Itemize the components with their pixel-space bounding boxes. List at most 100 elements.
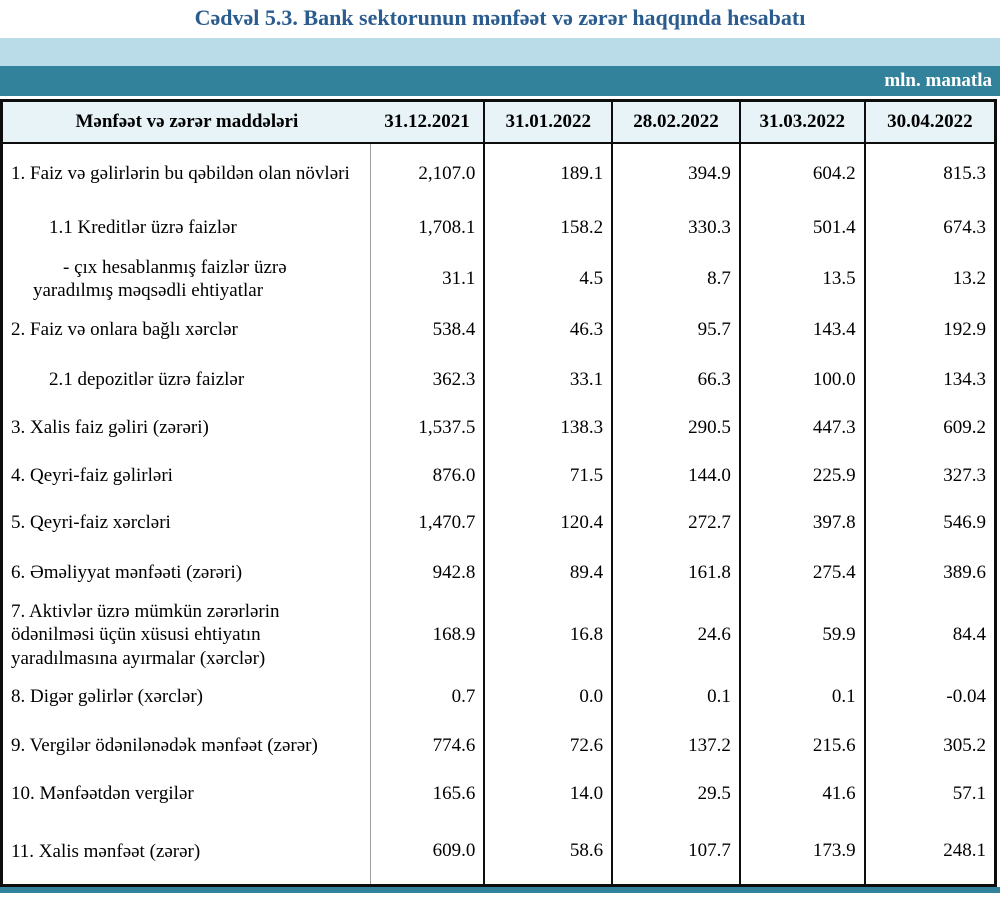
row-value-5: 13.2 — [863, 253, 996, 305]
row-value-2: 120.4 — [483, 499, 613, 546]
row-value-3: 66.3 — [611, 355, 740, 404]
row-value-1: 538.4 — [370, 305, 485, 355]
row-value-3: 161.8 — [611, 546, 740, 599]
row-value-2: 89.4 — [483, 546, 613, 599]
row-label: 2. Faiz və onlara bağlı xərclər — [1, 305, 372, 355]
table-row: 8. Digər gəlirlər (xərclər) 0.7 0.0 0.1 … — [1, 671, 996, 723]
row-value-2: 138.3 — [483, 404, 613, 452]
row-label: 5. Qeyri-faiz xərcləri — [1, 499, 372, 546]
row-value-4: 143.4 — [738, 305, 865, 355]
decor-band-light — [0, 38, 1000, 66]
row-value-1: 165.6 — [370, 769, 485, 819]
unit-label: mln. manatla — [884, 70, 992, 91]
row-value-2: 189.1 — [483, 143, 613, 203]
row-value-3: 0.1 — [611, 671, 740, 723]
row-value-4: 604.2 — [738, 143, 865, 203]
row-label: 4. Qeyri-faiz gəlirləri — [1, 452, 372, 499]
row-value-5: 248.1 — [863, 819, 996, 885]
row-value-2: 33.1 — [483, 355, 613, 404]
table-row: 1. Faiz və gəlirlərin bu qəbildən olan n… — [1, 143, 996, 203]
row-value-5: 389.6 — [863, 546, 996, 599]
row-value-3: 330.3 — [611, 203, 740, 253]
row-label: 2.1 depozitlər üzrə faizlər — [1, 355, 372, 404]
row-value-2: 46.3 — [483, 305, 613, 355]
table-body: 1. Faiz və gəlirlərin bu qəbildən olan n… — [1, 143, 996, 885]
row-value-2: 0.0 — [483, 671, 613, 723]
row-value-1: 609.0 — [370, 819, 485, 885]
row-value-3: 24.6 — [611, 599, 740, 671]
row-value-5: 84.4 — [863, 599, 996, 671]
row-label: 6. Əməliyyat mənfəəti (zərəri) — [1, 546, 372, 599]
column-header-items: Mənfəət və zərər maddələri — [1, 100, 371, 144]
row-value-1: 2,107.0 — [370, 143, 485, 203]
row-value-5: 327.3 — [863, 452, 996, 499]
row-value-1: 0.7 — [370, 671, 485, 723]
row-value-1: 1,708.1 — [370, 203, 485, 253]
row-value-4: 13.5 — [738, 253, 865, 305]
row-value-5: 134.3 — [863, 355, 996, 404]
page-title: Cədvəl 5.3. Bank sektorunun mənfəət və z… — [194, 5, 806, 30]
column-header-date-4: 31.03.2022 — [738, 100, 865, 144]
row-value-4: 100.0 — [738, 355, 865, 404]
row-label: 11. Xalis mənfəət (zərər) — [1, 819, 372, 885]
row-value-3: 144.0 — [611, 452, 740, 499]
column-header-date-2: 31.01.2022 — [483, 100, 613, 144]
row-value-5: 609.2 — [863, 404, 996, 452]
row-value-4: 59.9 — [738, 599, 865, 671]
row-value-5: 674.3 — [863, 203, 996, 253]
row-value-3: 29.5 — [611, 769, 740, 819]
row-label: 10. Mənfəətdən vergilər — [1, 769, 372, 819]
row-value-5: 57.1 — [863, 769, 996, 819]
row-value-4: 173.9 — [738, 819, 865, 885]
table-header: Mənfəət və zərər maddələri 31.12.2021 31… — [1, 100, 996, 144]
table-row: 4. Qeyri-faiz gəlirləri 876.0 71.5 144.0… — [1, 452, 996, 499]
row-value-3: 272.7 — [611, 499, 740, 546]
row-label: 8. Digər gəlirlər (xərclər) — [1, 671, 372, 723]
row-value-3: 137.2 — [611, 723, 740, 769]
table-row: 2. Faiz və onlara bağlı xərclər 538.4 46… — [1, 305, 996, 355]
table-row: 5. Qeyri-faiz xərcləri 1,470.7 120.4 272… — [1, 499, 996, 546]
row-value-4: 501.4 — [738, 203, 865, 253]
column-header-date-5: 30.04.2022 — [863, 100, 996, 144]
profit-loss-table: Mənfəət və zərər maddələri 31.12.2021 31… — [0, 99, 997, 887]
row-value-1: 362.3 — [370, 355, 485, 404]
table-row: 11. Xalis mənfəət (zərər) 609.0 58.6 107… — [1, 819, 996, 885]
row-value-3: 107.7 — [611, 819, 740, 885]
row-value-2: 4.5 — [483, 253, 613, 305]
row-value-5: 546.9 — [863, 499, 996, 546]
row-value-1: 31.1 — [370, 253, 485, 305]
row-label: 1. Faiz və gəlirlərin bu qəbildən olan n… — [1, 143, 372, 203]
row-label: 1.1 Kreditlər üzrə faizlər — [1, 203, 372, 253]
band-table-gap — [0, 96, 1000, 99]
row-value-3: 95.7 — [611, 305, 740, 355]
table-row: 6. Əməliyyat mənfəəti (zərəri) 942.8 89.… — [1, 546, 996, 599]
table-row: 9. Vergilər ödənilənədək mənfəət (zərər)… — [1, 723, 996, 769]
column-header-date-1: 31.12.2021 — [370, 100, 485, 144]
row-value-4: 0.1 — [738, 671, 865, 723]
row-value-2: 16.8 — [483, 599, 613, 671]
decor-bottom-strip — [0, 886, 1000, 893]
unit-band: mln. manatla — [0, 66, 1000, 96]
row-value-1: 942.8 — [370, 546, 485, 599]
row-value-5: -0.04 — [863, 671, 996, 723]
row-value-4: 215.6 — [738, 723, 865, 769]
row-label: - çıx hesablanmış faizlər üzrə yaradılmı… — [1, 253, 372, 305]
header-row: Mənfəət və zərər maddələri 31.12.2021 31… — [1, 100, 996, 144]
row-value-2: 158.2 — [483, 203, 613, 253]
row-value-1: 1,470.7 — [370, 499, 485, 546]
table-row: - çıx hesablanmış faizlər üzrə yaradılmı… — [1, 253, 996, 305]
row-value-1: 876.0 — [370, 452, 485, 499]
row-value-4: 397.8 — [738, 499, 865, 546]
row-value-2: 71.5 — [483, 452, 613, 499]
row-value-4: 41.6 — [738, 769, 865, 819]
table-row: 10. Mənfəətdən vergilər 165.6 14.0 29.5 … — [1, 769, 996, 819]
row-label: 9. Vergilər ödənilənədək mənfəət (zərər) — [1, 723, 372, 769]
row-value-3: 394.9 — [611, 143, 740, 203]
row-value-2: 14.0 — [483, 769, 613, 819]
table-row: 3. Xalis faiz gəliri (zərəri) 1,537.5 13… — [1, 404, 996, 452]
column-header-date-3: 28.02.2022 — [611, 100, 740, 144]
table-row: 2.1 depozitlər üzrə faizlər 362.3 33.1 6… — [1, 355, 996, 404]
row-value-1: 1,537.5 — [370, 404, 485, 452]
row-value-2: 58.6 — [483, 819, 613, 885]
